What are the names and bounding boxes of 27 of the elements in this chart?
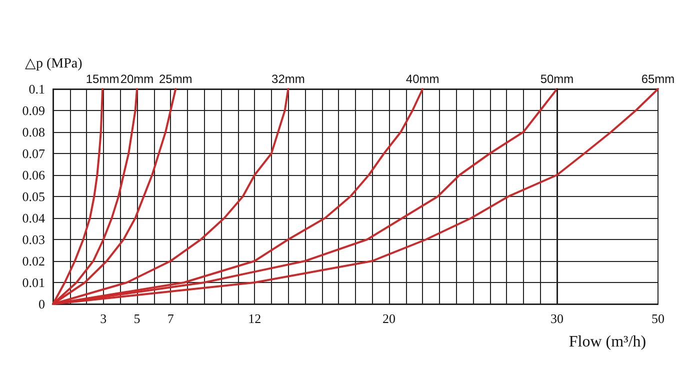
x-tick-label: 7: [167, 311, 174, 326]
series-label: 32mm: [272, 72, 305, 86]
series-label: 50mm: [540, 72, 574, 86]
y-tick-label: 0.1: [28, 82, 45, 96]
y-tick-label: 0.02: [22, 254, 45, 268]
x-tick-label: 50: [652, 311, 664, 326]
y-tick-label: 0.05: [22, 189, 45, 204]
x-axis-title: Flow (m³/h): [568, 334, 646, 350]
y-tick-label: 0.01: [22, 275, 45, 290]
x-tick-label: 20: [382, 311, 396, 326]
series-label: 65mm: [641, 72, 675, 86]
y-axis-title: △p (MPa): [25, 56, 83, 72]
y-tick-label: 0.06: [22, 168, 46, 182]
y-tick-label: 0.09: [22, 103, 45, 118]
x-tick-label: 3: [100, 311, 107, 326]
y-tick-label: 0: [38, 296, 45, 312]
x-tick-label: 5: [134, 311, 140, 326]
series-label: 40mm: [406, 72, 440, 86]
y-tick-label: 0.08: [22, 124, 45, 140]
series-label: 15mm: [86, 72, 120, 86]
y-tick-label: 0.07: [22, 146, 46, 161]
x-tick-label: 12: [248, 311, 262, 326]
series-label: 20mm: [120, 72, 154, 86]
series-label: 25mm: [158, 72, 192, 86]
y-tick-label: 0.04: [22, 210, 46, 226]
y-tick-label: 0.03: [22, 232, 45, 247]
x-tick-label: 30: [550, 311, 564, 326]
